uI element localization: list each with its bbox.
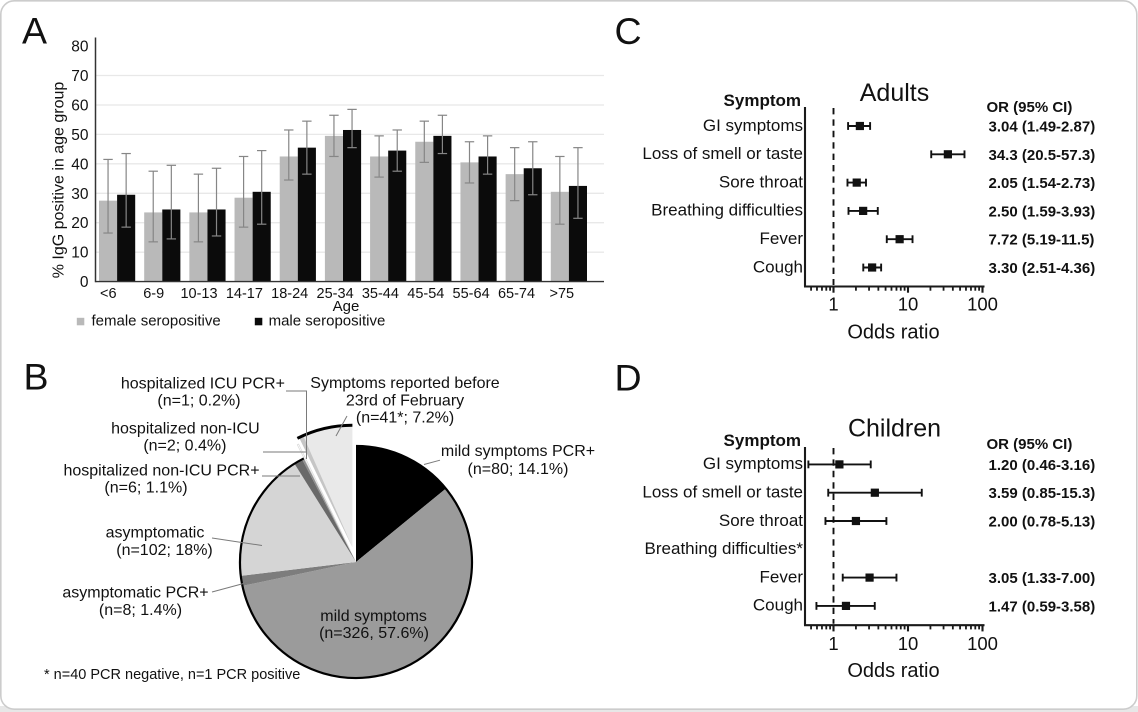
svg-text:35-44: 35-44 bbox=[362, 286, 399, 302]
svg-text:>75: >75 bbox=[549, 286, 574, 302]
svg-text:1: 1 bbox=[828, 633, 838, 654]
svg-text:<6: <6 bbox=[100, 286, 117, 302]
svg-text:14-17: 14-17 bbox=[226, 286, 263, 302]
svg-text:hospitalized non-ICU: hospitalized non-ICU bbox=[111, 420, 260, 437]
svg-text:Symptoms reported before: Symptoms reported before bbox=[310, 375, 500, 392]
svg-text:* n=40 PCR negative, n=1 PCR p: * n=40 PCR negative, n=1 PCR positive bbox=[44, 667, 300, 683]
svg-text:hospitalized ICU PCR+: hospitalized ICU PCR+ bbox=[121, 375, 285, 392]
svg-text:60: 60 bbox=[71, 98, 89, 115]
svg-text:2.50 (1.59-3.93): 2.50 (1.59-3.93) bbox=[989, 203, 1096, 220]
svg-text:Sore throat: Sore throat bbox=[719, 172, 803, 191]
svg-text:10-13: 10-13 bbox=[180, 286, 217, 302]
svg-text:% IgG positive in age group: % IgG positive in age group bbox=[51, 82, 68, 279]
svg-text:(n=8; 1.4%): (n=8; 1.4%) bbox=[99, 602, 182, 619]
svg-text:Adults: Adults bbox=[860, 79, 929, 107]
svg-text:OR (95% CI): OR (95% CI) bbox=[987, 436, 1073, 453]
svg-text:10: 10 bbox=[898, 294, 919, 315]
svg-text:Loss of smell or taste: Loss of smell or taste bbox=[642, 144, 803, 163]
svg-text:100: 100 bbox=[967, 294, 998, 315]
svg-text:female seropositive: female seropositive bbox=[92, 313, 221, 330]
svg-text:0: 0 bbox=[80, 274, 89, 291]
svg-text:C: C bbox=[615, 10, 642, 52]
svg-text:GI symptoms: GI symptoms bbox=[703, 454, 803, 473]
svg-text:40: 40 bbox=[71, 156, 89, 173]
svg-text:Odds ratio: Odds ratio bbox=[847, 322, 939, 344]
svg-text:asymptomatic PCR+: asymptomatic PCR+ bbox=[62, 585, 208, 602]
svg-text:3.05 (1.33-7.00): 3.05 (1.33-7.00) bbox=[989, 570, 1096, 587]
svg-text:30: 30 bbox=[71, 186, 89, 203]
svg-text:(n=80; 14.1%): (n=80; 14.1%) bbox=[468, 461, 569, 478]
svg-text:7.72 (5.19-11.5): 7.72 (5.19-11.5) bbox=[989, 232, 1095, 249]
svg-text:23rd of February: 23rd of February bbox=[346, 392, 464, 409]
svg-text:mild symptoms: mild symptoms bbox=[320, 608, 427, 625]
svg-text:18-24: 18-24 bbox=[271, 286, 308, 302]
svg-text:10: 10 bbox=[898, 633, 919, 654]
svg-text:mild symptoms PCR+: mild symptoms PCR+ bbox=[441, 443, 595, 460]
svg-text:3.30 (2.51-4.36): 3.30 (2.51-4.36) bbox=[989, 260, 1096, 277]
svg-text:Breathing difficulties*: Breathing difficulties* bbox=[645, 539, 804, 558]
svg-text:10: 10 bbox=[71, 245, 89, 262]
svg-text:1: 1 bbox=[828, 294, 838, 315]
svg-text:(n=326, 57.6%): (n=326, 57.6%) bbox=[319, 625, 429, 642]
svg-text:D: D bbox=[615, 357, 642, 399]
svg-text:male seropositive: male seropositive bbox=[269, 313, 386, 330]
svg-text:Children: Children bbox=[848, 415, 941, 443]
svg-text:45-54: 45-54 bbox=[407, 286, 444, 302]
svg-text:2.05 (1.54-2.73): 2.05 (1.54-2.73) bbox=[989, 175, 1096, 192]
svg-text:B: B bbox=[24, 356, 49, 398]
svg-text:Breathing difficulties: Breathing difficulties bbox=[651, 201, 803, 220]
svg-text:Fever: Fever bbox=[760, 229, 804, 248]
svg-text:Age: Age bbox=[333, 298, 360, 315]
svg-text:(n=6; 1.1%): (n=6; 1.1%) bbox=[104, 480, 187, 497]
svg-text:1.20 (0.46-3.16): 1.20 (0.46-3.16) bbox=[989, 457, 1096, 474]
svg-text:2.00 (0.78-5.13): 2.00 (0.78-5.13) bbox=[989, 514, 1096, 531]
svg-text:A: A bbox=[22, 10, 47, 52]
svg-text:65-74: 65-74 bbox=[498, 286, 535, 302]
svg-text:6-9: 6-9 bbox=[143, 286, 164, 302]
svg-text:100: 100 bbox=[967, 633, 998, 654]
svg-text:Fever: Fever bbox=[760, 567, 804, 586]
svg-text:Odds ratio: Odds ratio bbox=[847, 660, 939, 682]
svg-text:GI symptoms: GI symptoms bbox=[703, 116, 803, 135]
svg-text:asymptomatic: asymptomatic bbox=[106, 524, 205, 541]
svg-text:50: 50 bbox=[71, 127, 89, 144]
svg-text:(n=102; 18%): (n=102; 18%) bbox=[116, 542, 213, 559]
svg-text:Symptom: Symptom bbox=[724, 431, 801, 450]
svg-text:25-34: 25-34 bbox=[317, 286, 354, 302]
svg-text:hospitalized non-ICU PCR+: hospitalized non-ICU PCR+ bbox=[63, 462, 259, 479]
svg-text:70: 70 bbox=[71, 68, 89, 85]
svg-text:Sore throat: Sore throat bbox=[719, 511, 803, 530]
svg-text:(n=41*; 7.2%): (n=41*; 7.2%) bbox=[356, 410, 454, 427]
svg-text:34.3 (20.5-57.3): 34.3 (20.5-57.3) bbox=[989, 147, 1096, 164]
svg-text:(n=1; 0.2%): (n=1; 0.2%) bbox=[157, 393, 240, 410]
svg-text:OR (95% CI): OR (95% CI) bbox=[987, 99, 1073, 116]
svg-text:Symptom: Symptom bbox=[724, 91, 801, 110]
svg-text:Loss of smell or taste: Loss of smell or taste bbox=[642, 483, 803, 502]
svg-text:1.47 (0.59-3.58): 1.47 (0.59-3.58) bbox=[989, 598, 1096, 615]
svg-text:3.59 (0.85-15.3): 3.59 (0.85-15.3) bbox=[989, 485, 1096, 502]
svg-text:(n=2; 0.4%): (n=2; 0.4%) bbox=[143, 438, 226, 455]
svg-text:Cough: Cough bbox=[753, 596, 803, 615]
svg-text:55-64: 55-64 bbox=[453, 286, 490, 302]
svg-text:80: 80 bbox=[71, 39, 89, 56]
svg-text:20: 20 bbox=[71, 215, 89, 232]
svg-text:3.04 (1.49-2.87): 3.04 (1.49-2.87) bbox=[989, 119, 1096, 136]
svg-text:Cough: Cough bbox=[753, 257, 803, 276]
